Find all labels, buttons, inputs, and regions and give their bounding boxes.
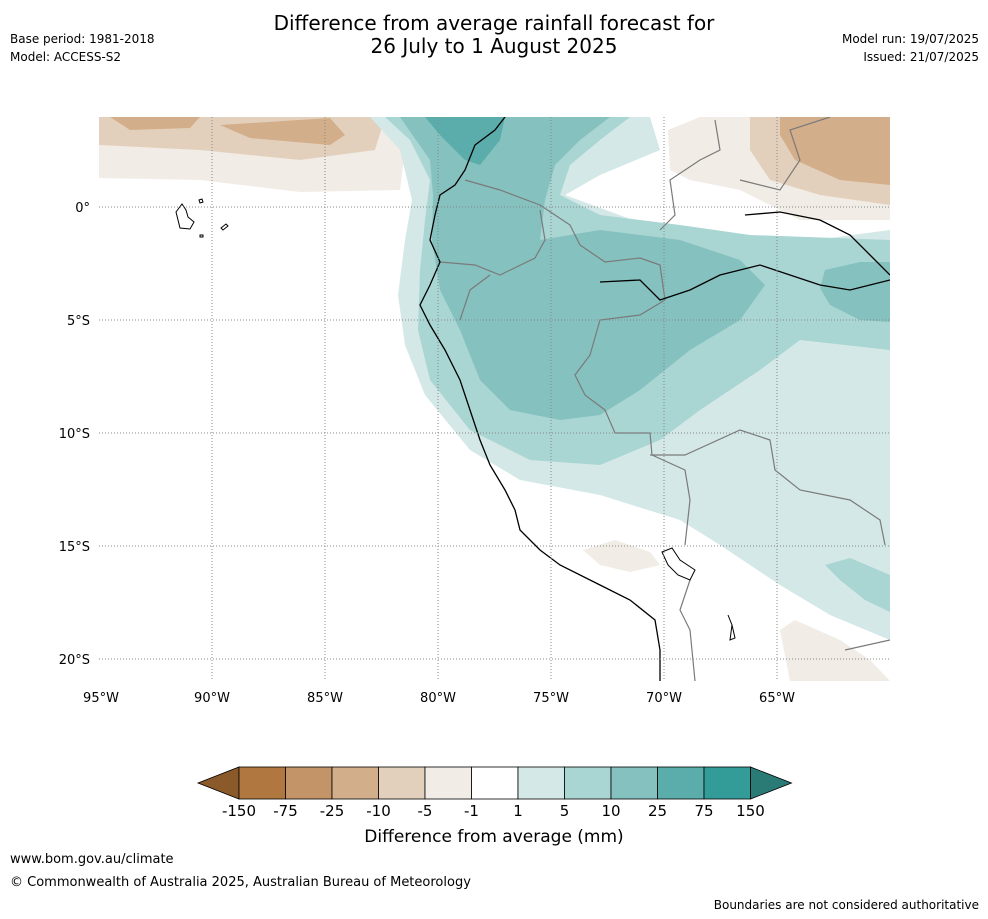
footer-copyright: © Commonwealth of Australia 2025, Austra… [10, 875, 471, 890]
lon-label-75w: 75°W [533, 691, 569, 706]
colorbar-swatch [471, 766, 519, 800]
lake-titicaca [661, 547, 696, 581]
galapagos-islands [175, 198, 229, 238]
colorbar-swatch [610, 766, 658, 800]
colorbar-tick-label: -25 [320, 802, 345, 820]
colorbar: -150 -75 -25 -10 -5 -1 1 5 10 25 75 150 [196, 766, 793, 820]
colorbar-tick-label: -1 [464, 802, 479, 820]
wet-anomaly-10-25mm [400, 117, 765, 420]
title-line-1: Difference from average rainfall forecas… [273, 11, 715, 35]
colorbar-label: Difference from average (mm) [364, 827, 624, 847]
colorbar-right-arrow [750, 766, 793, 800]
lon-label-90w: 90°W [194, 691, 230, 706]
lat-label-20s: 20°S [59, 653, 90, 668]
lon-label-80w: 80°W [420, 691, 456, 706]
footer-url: www.bom.gov.au/climate [10, 852, 174, 867]
wet-anomaly-25-75mm [425, 117, 505, 165]
colorbar-tick-label: 150 [736, 802, 765, 820]
colorbar-swatch [331, 766, 379, 800]
dry-anomaly-northeast-core [780, 117, 890, 185]
dry-anomaly-southeast-corner [780, 620, 890, 681]
colorbar-tick-label: -75 [273, 802, 298, 820]
dry-anomaly-northwest-core [110, 117, 345, 145]
colorbar-tick-label: 75 [694, 802, 713, 820]
lon-label-65w: 65°W [759, 691, 795, 706]
colorbar-swatch [703, 766, 751, 800]
colorbar-swatch [238, 766, 286, 800]
title-line-2: 26 July to 1 August 2025 [370, 34, 618, 58]
colorbar-tick-label: -5 [418, 802, 433, 820]
metadata-right: Model run: 19/07/2025 Issued: 21/07/2025 [842, 30, 979, 66]
chart-title: Difference from average rainfall forecas… [0, 12, 988, 58]
metadata-left: Base period: 1981-2018 Model: ACCESS-S2 [10, 30, 155, 66]
colorbar-swatch [564, 766, 612, 800]
colorbar-swatch [424, 766, 472, 800]
colorbar-tick-label: 5 [560, 802, 570, 820]
lat-label-0: 0° [75, 201, 90, 216]
colorbar-tick-label: -10 [366, 802, 391, 820]
issued-text: Issued: 21/07/2025 [863, 50, 979, 64]
latitude-labels: 0° 5°S 10°S 15°S 20°S [59, 201, 90, 668]
footer-disclaimer: Boundaries are not considered authoritat… [713, 898, 979, 912]
lake-poopo [727, 614, 736, 641]
colorbar-swatch [657, 766, 705, 800]
map-plot-area [99, 117, 890, 681]
lon-label-95w: 95°W [83, 691, 119, 706]
lon-label-85w: 85°W [307, 691, 343, 706]
lat-label-5s: 5°S [67, 314, 90, 329]
lon-label-70w: 70°W [646, 691, 682, 706]
model-run-text: Model run: 19/07/2025 [841, 32, 979, 46]
wet-anomaly-southeast [825, 558, 890, 612]
wet-anomaly-east-10-25mm [820, 262, 890, 322]
map-gridlines [99, 117, 890, 681]
dry-anomaly-south [583, 540, 660, 572]
longitude-labels: 95°W 90°W 85°W 80°W 75°W 70°W 65°W [83, 691, 795, 706]
colorbar-tick-label: 10 [601, 802, 620, 820]
base-period-text: Base period: 1981-2018 [10, 32, 155, 46]
lat-label-15s: 15°S [59, 540, 90, 555]
colorbar-swatch [517, 766, 565, 800]
colorbar-swatch [378, 766, 426, 800]
lat-label-10s: 10°S [59, 427, 90, 442]
model-text: Model: ACCESS-S2 [10, 50, 122, 64]
colorbar-swatch [285, 766, 333, 800]
colorbar-tick-label: -150 [222, 802, 256, 820]
colorbar-tick-label: 25 [648, 802, 667, 820]
coastline [419, 117, 890, 681]
colorbar-tick-label: 1 [513, 802, 523, 820]
colorbar-left-arrow [196, 766, 240, 800]
